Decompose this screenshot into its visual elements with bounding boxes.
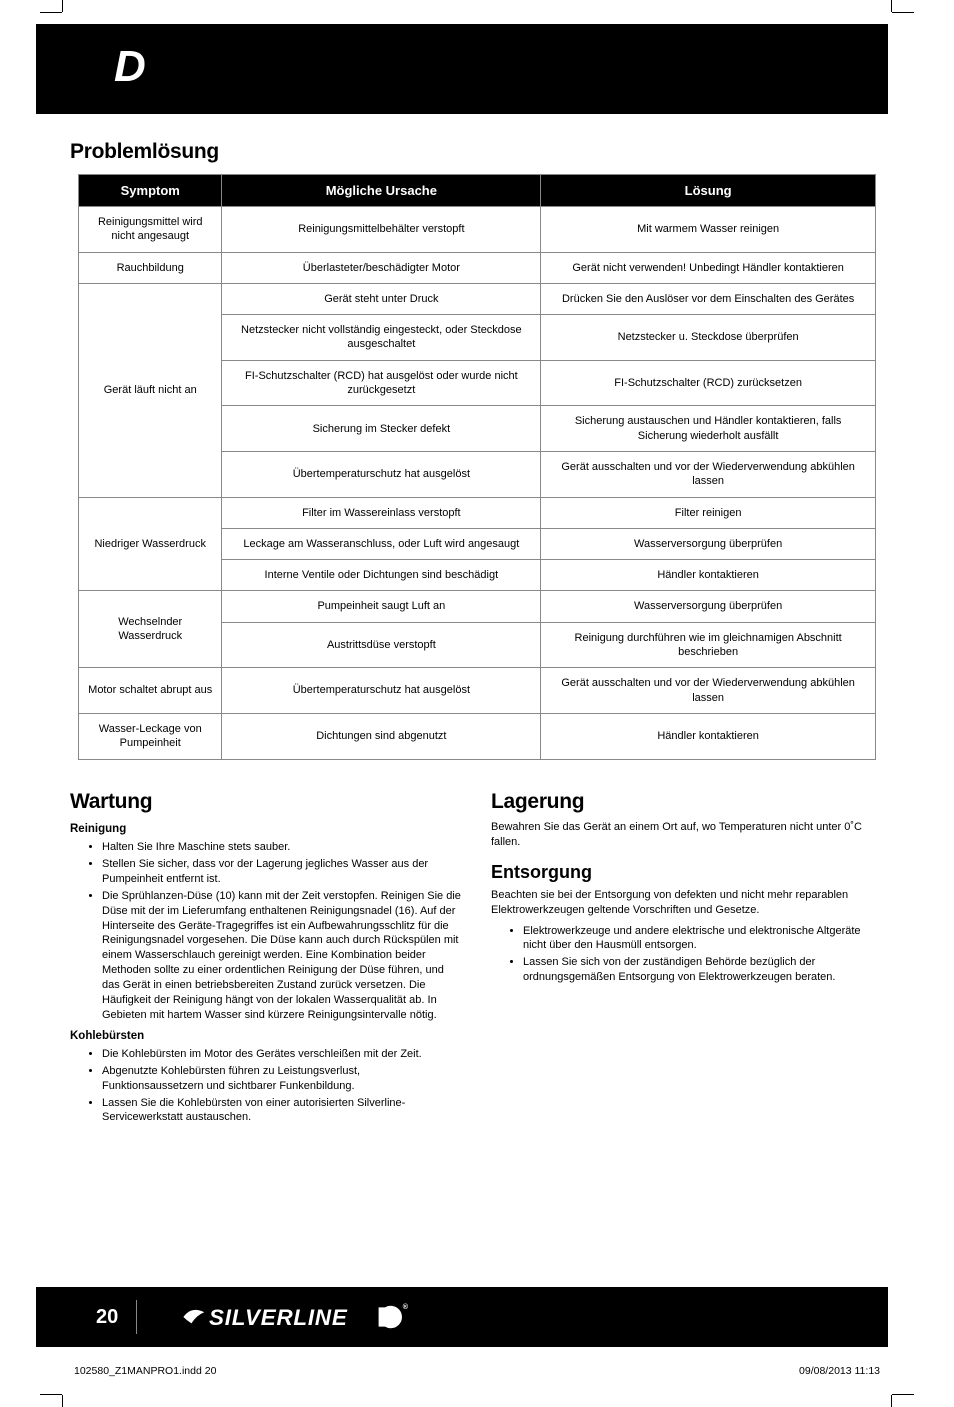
list-item: Lassen Sie sich von der zuständigen Behö…: [523, 955, 884, 985]
brushes-list: Die Kohlebürsten im Motor des Gerätes ve…: [76, 1047, 463, 1125]
symptom-cell: Gerät läuft nicht an: [79, 283, 222, 497]
solution-cell: Netzstecker u. Steckdose überprüfen: [541, 315, 876, 361]
solution-cell: FI-Schutzschalter (RCD) zurücksetzen: [541, 360, 876, 406]
cause-cell: Austrittsdüse verstopft: [222, 622, 541, 668]
cause-cell: Filter im Wassereinlass verstopft: [222, 497, 541, 528]
solution-cell: Reinigung durchführen wie im gleichnamig…: [541, 622, 876, 668]
cause-cell: Gerät steht unter Druck: [222, 283, 541, 314]
cause-cell: Sicherung im Stecker defekt: [222, 406, 541, 452]
list-item: Abgenutzte Kohlebürsten führen zu Leistu…: [102, 1064, 463, 1094]
cleaning-list: Halten Sie Ihre Maschine stets sauber. St…: [76, 840, 463, 1022]
disposal-title: Entsorgung: [491, 860, 884, 884]
table-row: Niedriger WasserdruckFilter im Wasserein…: [79, 497, 876, 528]
cause-cell: Interne Ventile oder Dichtungen sind bes…: [222, 560, 541, 591]
solution-cell: Gerät ausschalten und vor der Wiederverw…: [541, 451, 876, 497]
cause-cell: Dichtungen sind abgenutzt: [222, 713, 541, 759]
left-column: Wartung Reinigung Halten Sie Ihre Maschi…: [70, 788, 463, 1128]
footer-bar: 20 SILVERLINE ®: [36, 1287, 888, 1347]
svg-text:SILVERLINE: SILVERLINE: [209, 1305, 348, 1330]
symptom-cell: Wasser-Leckage von Pumpeinheit: [79, 713, 222, 759]
symptom-cell: Rauchbildung: [79, 252, 222, 283]
right-column: Lagerung Bewahren Sie das Gerät an einem…: [491, 788, 884, 1128]
troubleshooting-table: Symptom Mögliche Ursache Lösung Reinigun…: [78, 174, 876, 760]
col-symptom: Symptom: [79, 175, 222, 207]
list-item: Lassen Sie die Kohlebürsten von einer au…: [102, 1096, 463, 1126]
list-item: Halten Sie Ihre Maschine stets sauber.: [102, 840, 463, 855]
table-row: Wechselnder WasserdruckPumpeinheit saugt…: [79, 591, 876, 622]
list-item: Stellen Sie sicher, dass vor der Lagerun…: [102, 857, 463, 887]
page-number: 20: [96, 1306, 118, 1329]
troubleshooting-title: Problemlösung: [70, 140, 884, 164]
solution-cell: Händler kontaktieren: [541, 560, 876, 591]
cause-cell: Pumpeinheit saugt Luft an: [222, 591, 541, 622]
table-row: Gerät läuft nicht anGerät steht unter Dr…: [79, 283, 876, 314]
svg-text:®: ®: [403, 1302, 409, 1311]
cause-cell: Leckage am Wasseranschluss, oder Luft wi…: [222, 528, 541, 559]
solution-cell: Gerät ausschalten und vor der Wiederverw…: [541, 668, 876, 714]
symptom-cell: Motor schaltet abrupt aus: [79, 668, 222, 714]
disposal-list: Elektrowerkzeuge und andere elektrische …: [497, 924, 884, 985]
table-row: Motor schaltet abrupt ausÜbertemperaturs…: [79, 668, 876, 714]
list-item: Elektrowerkzeuge und andere elektrische …: [523, 924, 884, 954]
symptom-cell: Wechselnder Wasserdruck: [79, 591, 222, 668]
storage-text: Bewahren Sie das Gerät an einem Ort auf,…: [491, 820, 884, 850]
maintenance-title: Wartung: [70, 788, 463, 816]
solution-cell: Sicherung austauschen und Händler kontak…: [541, 406, 876, 452]
header-bar: D: [36, 24, 888, 114]
col-solution: Lösung: [541, 175, 876, 207]
storage-title: Lagerung: [491, 788, 884, 816]
solution-cell: Gerät nicht verwenden! Unbedingt Händler…: [541, 252, 876, 283]
footer-divider: [136, 1300, 137, 1334]
cause-cell: Übertemperaturschutz hat ausgelöst: [222, 668, 541, 714]
cause-cell: FI-Schutzschalter (RCD) hat ausgelöst od…: [222, 360, 541, 406]
cause-cell: Reinigungsmittelbehälter verstopft: [222, 207, 541, 253]
cause-cell: Übertemperaturschutz hat ausgelöst: [222, 451, 541, 497]
list-item: Die Kohlebürsten im Motor des Gerätes ve…: [102, 1047, 463, 1062]
table-row: Reinigungsmittel wird nicht angesaugtRei…: [79, 207, 876, 253]
list-item: Die Sprühlanzen-Düse (10) kann mit der Z…: [102, 889, 463, 1023]
disposal-intro: Beachten sie bei der Entsorgung von defe…: [491, 888, 884, 918]
language-badge: D: [114, 42, 146, 92]
table-row: RauchbildungÜberlasteter/beschädigter Mo…: [79, 252, 876, 283]
table-row: Wasser-Leckage von PumpeinheitDichtungen…: [79, 713, 876, 759]
brushes-subtitle: Kohlebürsten: [70, 1029, 463, 1045]
cause-cell: Überlasteter/beschädigter Motor: [222, 252, 541, 283]
col-cause: Mögliche Ursache: [222, 175, 541, 207]
solution-cell: Drücken Sie den Auslöser vor dem Einscha…: [541, 283, 876, 314]
solution-cell: Wasserversorgung überprüfen: [541, 591, 876, 622]
symptom-cell: Niedriger Wasserdruck: [79, 497, 222, 591]
brand-logo: SILVERLINE ®: [155, 1301, 455, 1333]
timestamp: 09/08/2013 11:13: [799, 1365, 880, 1377]
symptom-cell: Reinigungsmittel wird nicht angesaugt: [79, 207, 222, 253]
solution-cell: Mit warmem Wasser reinigen: [541, 207, 876, 253]
file-ref: 102580_Z1MANPRO1.indd 20: [74, 1365, 216, 1377]
solution-cell: Filter reinigen: [541, 497, 876, 528]
solution-cell: Händler kontaktieren: [541, 713, 876, 759]
print-meta: 102580_Z1MANPRO1.indd 20 09/08/2013 11:1…: [70, 1347, 884, 1377]
solution-cell: Wasserversorgung überprüfen: [541, 528, 876, 559]
cause-cell: Netzstecker nicht vollständig eingesteck…: [222, 315, 541, 361]
cleaning-subtitle: Reinigung: [70, 822, 463, 838]
